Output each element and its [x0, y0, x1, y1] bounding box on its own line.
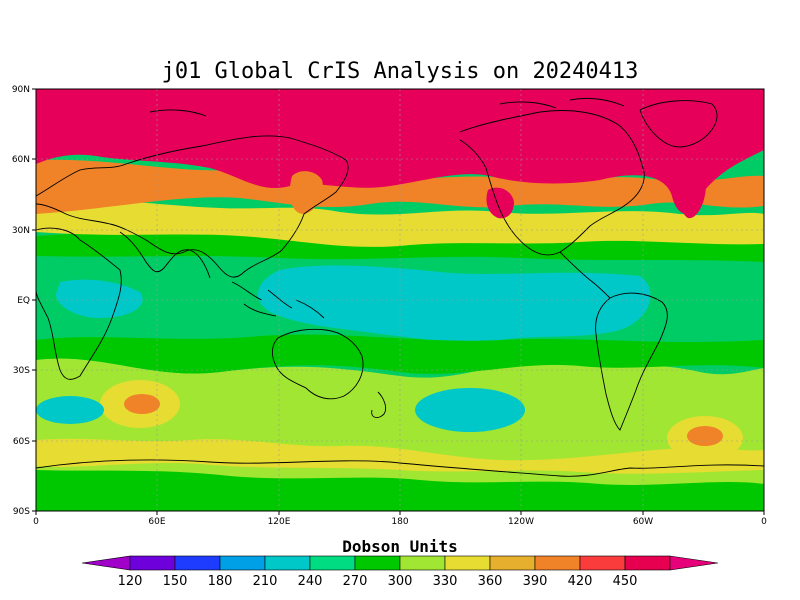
- coast-arabia-india: [119, 231, 211, 279]
- colorbar-labels: 120 150 180 210 240 270 300 330 360 390 420 450: [118, 574, 638, 589]
- coast-new-zealand: [371, 391, 387, 418]
- field-atlantic-red-tongue: [678, 167, 706, 219]
- colorbar-label: 450: [613, 574, 638, 589]
- lat-tick-label: 30N: [12, 226, 30, 236]
- field-northern-midlat-band: [36, 159, 764, 214]
- lat-tick-label: 60N: [12, 155, 30, 165]
- field-pacific-low-ozone-region: [257, 265, 651, 343]
- colorbar-label: 210: [253, 574, 278, 589]
- field-nw-pacific-red-cell: [289, 171, 323, 214]
- colorbar: [81, 555, 719, 571]
- field-subtropical-north-band: [36, 197, 764, 247]
- field-northern-high-ozone-band: [36, 89, 764, 214]
- coastlines: [36, 97, 764, 477]
- lon-tick-label: 0: [33, 517, 39, 527]
- colorbar-arrow-high: [669, 555, 719, 571]
- lat-tick-label: 60S: [13, 437, 30, 447]
- colorbar-label: 420: [568, 574, 593, 589]
- field-europe-red-cell: [60, 124, 160, 152]
- colorbar-swatch: [444, 555, 491, 571]
- colorbar-title: Dobson Units: [342, 537, 458, 556]
- lon-tick-label: 60E: [148, 517, 165, 527]
- lon-tick-label: 120W: [508, 517, 534, 527]
- field-southern-yellow-patches: [36, 438, 764, 474]
- colorbar-swatch: [264, 555, 311, 571]
- lon-tick-label: 180: [391, 517, 408, 527]
- field-south-atlantic-core: [687, 426, 723, 446]
- lon-tick-label: 120E: [268, 517, 291, 527]
- colorbar-label: 120: [118, 574, 143, 589]
- colorbar-swatch: [399, 555, 446, 571]
- field-south-pacific-low: [415, 388, 525, 432]
- coast-central-america: [559, 251, 611, 299]
- colorbar-label: 150: [163, 574, 188, 589]
- field-na-red-cell: [486, 187, 514, 219]
- colorbar-swatch: [174, 555, 221, 571]
- coast-africa: [36, 227, 122, 380]
- coast-south-america: [595, 292, 668, 431]
- colorbar-label: 390: [523, 574, 548, 589]
- lat-tick-marks: [32, 88, 36, 512]
- lon-tick-label: 0: [761, 517, 767, 527]
- latitude-axis: 90N 60N 30N EQ 30S 60S 90S: [12, 85, 36, 517]
- coast-greenland: [639, 100, 718, 148]
- lon-tick-marks: [35, 511, 765, 515]
- colorbar-swatch: [354, 555, 401, 571]
- colorbar-swatch: [309, 555, 356, 571]
- coast-eurasia: [36, 135, 349, 278]
- colorbar-swatch: [129, 555, 176, 571]
- colorbar-label: 270: [343, 574, 368, 589]
- colorbar-label: 330: [433, 574, 458, 589]
- lat-tick-label: 90N: [12, 85, 30, 95]
- colorbar-arrow-low: [81, 555, 131, 571]
- coast-antarctica: [36, 459, 764, 477]
- field-south-indian-low: [36, 396, 104, 424]
- map-gridlines: [36, 89, 764, 511]
- field-indian-ocean-core: [124, 394, 160, 414]
- coast-north-america: [459, 110, 645, 256]
- colorbar-swatch: [624, 555, 671, 571]
- colorbar-label: 240: [298, 574, 323, 589]
- coast-australia: [271, 328, 364, 400]
- colorbar-label: 180: [208, 574, 233, 589]
- lon-tick-label: 60W: [633, 517, 653, 527]
- coast-arctic-islands: [149, 97, 625, 117]
- coast-maritime-continent: [231, 281, 325, 319]
- lat-tick-label: 90S: [13, 507, 30, 517]
- colorbar-swatch: [579, 555, 626, 571]
- lat-tick-label: EQ: [17, 296, 30, 306]
- colorbar-swatch: [534, 555, 581, 571]
- colorbar-swatch: [219, 555, 266, 571]
- map-title: j01 Global CrIS Analysis on 20240413: [162, 59, 639, 84]
- colorbar-label: 300: [388, 574, 413, 589]
- field-tropical-green-north: [36, 232, 764, 262]
- longitude-axis: 0 60E 120E 180 120W 60W 0: [33, 511, 767, 527]
- colorbar-label: 360: [478, 574, 503, 589]
- lat-tick-label: 30S: [13, 366, 30, 376]
- colorbar-swatch: [489, 555, 536, 571]
